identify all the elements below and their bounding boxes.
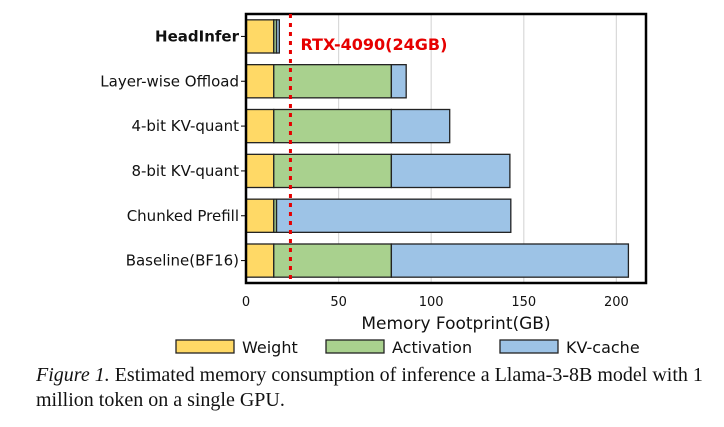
memory-footprint-chart: HeadInfer Layer-wise Offload 4-bit KV-quan… — [100, 12, 648, 357]
legend-swatch — [175, 339, 235, 354]
bar-activation — [273, 243, 393, 278]
x-tick-labels: 0 50 100 150 200 — [242, 295, 629, 310]
x-axis-title: Memory Footprint(GB) — [361, 314, 550, 334]
x-tick-label: 150 — [511, 295, 536, 310]
caption-text: Estimated memory consumption of inferenc… — [36, 364, 703, 411]
legend-swatch — [499, 339, 559, 354]
bar-weight — [245, 64, 275, 99]
category-label: Layer-wise Offload — [100, 72, 239, 90]
bar-weight — [245, 19, 275, 54]
caption-prefix: Figure 1. — [36, 364, 110, 386]
plot-frame — [244, 12, 648, 285]
bar-weight — [245, 198, 275, 233]
bar-weight — [245, 108, 275, 144]
category-label: HeadInfer — [155, 27, 240, 45]
x-tick-label: 100 — [419, 295, 444, 310]
bar-group-0 — [245, 19, 280, 54]
bar-group-5 — [245, 243, 630, 278]
bar-kv-cache — [390, 64, 407, 99]
bar-weight — [245, 153, 275, 189]
bar-group-3 — [245, 153, 511, 189]
bar-kv-cache — [390, 108, 451, 144]
legend-item-kv-cache: KV-cache — [499, 338, 640, 357]
x-tick-label: 200 — [604, 295, 629, 310]
legend-label: KV-cache — [566, 338, 640, 357]
category-label: Baseline(BF16) — [126, 252, 239, 270]
legend-item-weight: Weight — [175, 338, 298, 357]
bar-group-1 — [245, 64, 407, 99]
bar-kv-cache — [275, 19, 280, 54]
grid-lines — [337, 14, 617, 283]
bar-group-2 — [245, 108, 451, 144]
legend-item-activation: Activation — [325, 338, 472, 357]
category-labels: HeadInfer Layer-wise Offload 4-bit KV-quan… — [100, 27, 246, 270]
bars — [245, 19, 630, 278]
legend-label: Weight — [242, 338, 298, 357]
legend-label: Activation — [392, 338, 472, 357]
bar-group-4 — [245, 198, 512, 233]
bar-kv-cache — [390, 243, 630, 278]
legend-swatch — [325, 339, 385, 354]
legend: Weight Activation KV-cache — [175, 338, 640, 357]
reference-line-label: RTX-4090(24GB) — [300, 35, 447, 54]
x-tick-label: 50 — [330, 295, 347, 310]
bar-activation — [273, 153, 393, 189]
category-label: 8-bit KV-quant — [131, 162, 239, 180]
bar-weight — [245, 243, 275, 278]
bar-kv-cache — [390, 153, 511, 189]
x-tick-label: 0 — [242, 295, 250, 310]
figure-caption: Figure 1. Estimated memory consumption o… — [36, 363, 716, 413]
category-label: Chunked Prefill — [127, 207, 239, 225]
bar-activation — [273, 64, 393, 99]
category-label: 4-bit KV-quant — [131, 117, 239, 135]
bar-kv-cache — [275, 198, 512, 233]
